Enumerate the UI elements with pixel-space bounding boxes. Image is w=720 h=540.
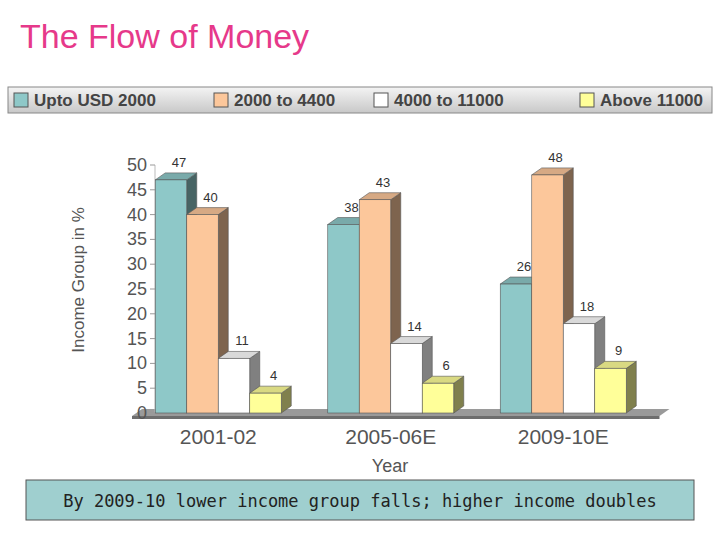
bar-front <box>563 324 595 413</box>
y-tick <box>150 189 155 190</box>
x-tick-label: 2009-10E <box>518 425 609 448</box>
y-tick-label: 10 <box>127 353 147 373</box>
legend-swatch <box>14 93 28 107</box>
bar-front <box>328 225 360 413</box>
y-tick-label: 30 <box>127 254 147 274</box>
bar-front <box>155 180 187 413</box>
y-tick-label: 45 <box>127 180 147 200</box>
bar-top <box>422 376 464 383</box>
caption: By 2009-10 lower income group falls; hig… <box>63 491 657 511</box>
data-label: 6 <box>442 358 449 373</box>
data-label: 18 <box>580 299 594 314</box>
legend-label: Above 11000 <box>600 91 703 110</box>
bar-top <box>391 337 433 344</box>
bar-side <box>626 361 636 413</box>
bar <box>595 361 637 413</box>
y-tick <box>150 338 155 339</box>
bar-top <box>250 386 292 393</box>
legend-label: 4000 to 11000 <box>394 91 504 110</box>
legend-swatch <box>580 93 594 107</box>
data-label: 47 <box>172 155 186 170</box>
y-tick <box>150 363 155 364</box>
y-tick-label: 15 <box>127 329 147 349</box>
data-label: 48 <box>548 150 562 165</box>
bar-front <box>218 358 250 413</box>
y-tick <box>150 264 155 265</box>
bar-top <box>187 208 229 215</box>
bar-front <box>422 383 454 413</box>
data-label: 4 <box>270 368 277 383</box>
data-labels: 47 40 11 4 38 43 14 6 26 48 18 9 <box>172 150 622 383</box>
bar <box>422 376 464 413</box>
y-tick-label: 40 <box>127 205 147 225</box>
x-tick-label: 2001-02 <box>180 425 257 448</box>
y-tick <box>150 239 155 240</box>
y-tick <box>150 413 155 414</box>
title: The Flow of Money <box>20 17 309 55</box>
bar-front <box>391 344 423 413</box>
data-label: 43 <box>376 175 390 190</box>
bar-top <box>218 351 260 358</box>
bar-front <box>250 393 282 413</box>
y-tick-label: 50 <box>127 155 147 175</box>
y-tick <box>150 388 155 389</box>
floor-edge <box>132 416 660 419</box>
y-tick <box>150 165 155 166</box>
x-axis-label: Year <box>372 456 408 476</box>
legend-box <box>8 87 712 113</box>
bar-top <box>595 361 637 368</box>
y-tick <box>150 214 155 215</box>
chart: The Flow of Money Upto USD 2000 2000 to 44… <box>0 0 720 540</box>
data-label: 14 <box>407 319 421 334</box>
x-tick-label: 2005-06E <box>345 425 436 448</box>
bar-front <box>500 284 532 413</box>
y-axis-label: Income Group in % <box>69 207 88 353</box>
data-label: 11 <box>235 333 249 348</box>
bar-front <box>595 368 627 413</box>
data-label: 26 <box>517 259 531 274</box>
bar-top <box>155 173 197 180</box>
legend-swatch <box>374 93 388 107</box>
data-label: 9 <box>615 343 622 358</box>
legend-label: Upto USD 2000 <box>34 91 156 110</box>
bars <box>155 168 636 413</box>
bar-top <box>359 193 401 200</box>
bar <box>250 386 292 413</box>
y-tick-label: 5 <box>137 378 147 398</box>
y-tick <box>150 289 155 290</box>
legend-swatch <box>214 93 228 107</box>
bar-front <box>187 215 219 413</box>
data-label: 40 <box>203 190 217 205</box>
y-tick-label: 0 <box>137 403 147 423</box>
bar-front <box>532 175 564 413</box>
bar-top <box>532 168 574 175</box>
y-tick-label: 35 <box>127 229 147 249</box>
y-tick-label: 25 <box>127 279 147 299</box>
legend-label: 2000 to 4400 <box>234 91 335 110</box>
bar-top <box>563 317 605 324</box>
y-tick-label: 20 <box>127 304 147 324</box>
caption-box <box>26 480 694 520</box>
bar-front <box>359 200 391 413</box>
data-label: 38 <box>344 200 358 215</box>
y-tick <box>150 313 155 314</box>
